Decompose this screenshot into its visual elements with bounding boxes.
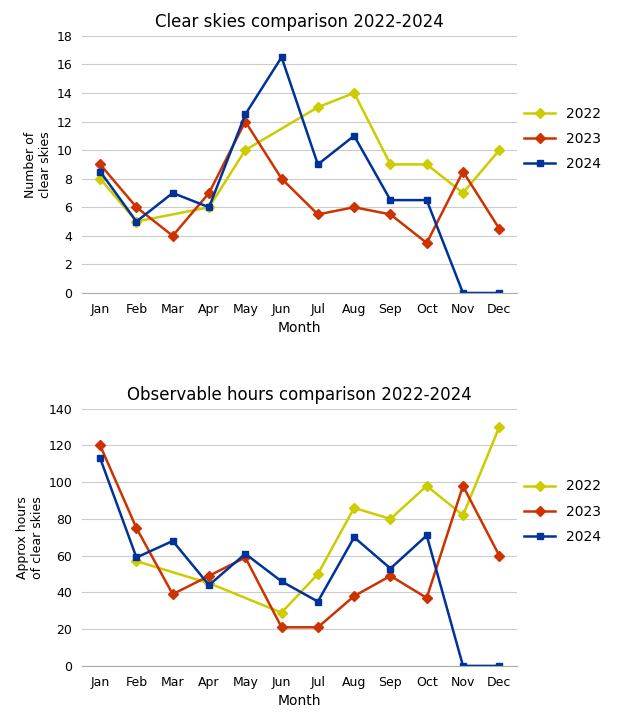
2024	[387, 564, 394, 573]
2024	[495, 662, 503, 670]
2024	[423, 531, 430, 540]
Line: 2022: 2022	[133, 424, 503, 616]
2024	[314, 160, 322, 169]
2024	[423, 195, 430, 204]
Y-axis label: Number of
clear skies: Number of clear skies	[24, 131, 52, 198]
2022	[423, 160, 430, 169]
2022	[314, 570, 322, 579]
2024	[350, 132, 358, 140]
X-axis label: Month: Month	[278, 694, 321, 708]
Line: 2023: 2023	[97, 118, 503, 246]
2022	[423, 482, 430, 490]
2022	[350, 89, 358, 97]
2023	[459, 168, 467, 176]
2023	[387, 571, 394, 580]
2024	[97, 454, 104, 463]
Title: Observable hours comparison 2022-2024: Observable hours comparison 2022-2024	[127, 387, 472, 405]
2023	[133, 203, 140, 211]
2024	[278, 577, 285, 586]
2024	[133, 217, 140, 226]
2023	[97, 441, 104, 450]
2024	[169, 537, 177, 546]
2024	[387, 195, 394, 204]
2022	[495, 146, 503, 155]
2023	[350, 203, 358, 211]
Line: 2024: 2024	[97, 54, 503, 296]
2023	[169, 590, 177, 599]
Line: 2024: 2024	[97, 455, 503, 669]
2024	[495, 289, 503, 297]
2023	[495, 224, 503, 233]
2022	[387, 515, 394, 523]
2022	[133, 557, 140, 566]
2024	[169, 189, 177, 198]
2024	[242, 549, 249, 558]
2022	[242, 146, 249, 155]
2023	[97, 160, 104, 169]
2023	[205, 189, 213, 198]
2024	[205, 203, 213, 211]
2023	[459, 482, 467, 490]
2024	[205, 581, 213, 589]
Y-axis label: Approx hours
of clear skies: Approx hours of clear skies	[16, 496, 44, 579]
2023	[387, 210, 394, 218]
2023	[242, 553, 249, 562]
2023	[495, 551, 503, 560]
2024	[459, 662, 467, 670]
2023	[242, 117, 249, 126]
Line: 2023: 2023	[97, 442, 503, 631]
Legend: 2022, 2023, 2024: 2022, 2023, 2024	[524, 107, 601, 171]
2023	[169, 231, 177, 240]
2022	[387, 160, 394, 169]
2023	[278, 175, 285, 183]
2023	[350, 592, 358, 601]
Title: Clear skies comparison 2022-2024: Clear skies comparison 2022-2024	[155, 14, 444, 32]
Legend: 2022, 2023, 2024: 2022, 2023, 2024	[524, 480, 601, 543]
2024	[97, 168, 104, 176]
2022	[314, 103, 322, 112]
2024	[242, 110, 249, 119]
2023	[314, 210, 322, 218]
2022	[133, 217, 140, 226]
2023	[423, 238, 430, 247]
2022	[97, 175, 104, 183]
2023	[278, 623, 285, 632]
2022	[205, 203, 213, 211]
2022	[495, 422, 503, 431]
2023	[133, 524, 140, 533]
2022	[350, 503, 358, 512]
2024	[350, 533, 358, 541]
2024	[459, 289, 467, 297]
2024	[133, 553, 140, 562]
X-axis label: Month: Month	[278, 321, 321, 335]
2024	[278, 53, 285, 62]
2022	[205, 579, 213, 588]
2022	[459, 511, 467, 520]
2022	[278, 609, 285, 617]
2023	[314, 623, 322, 632]
2024	[314, 597, 322, 606]
Line: 2022: 2022	[97, 90, 503, 225]
2022	[459, 189, 467, 198]
2023	[423, 594, 430, 602]
2023	[205, 571, 213, 580]
